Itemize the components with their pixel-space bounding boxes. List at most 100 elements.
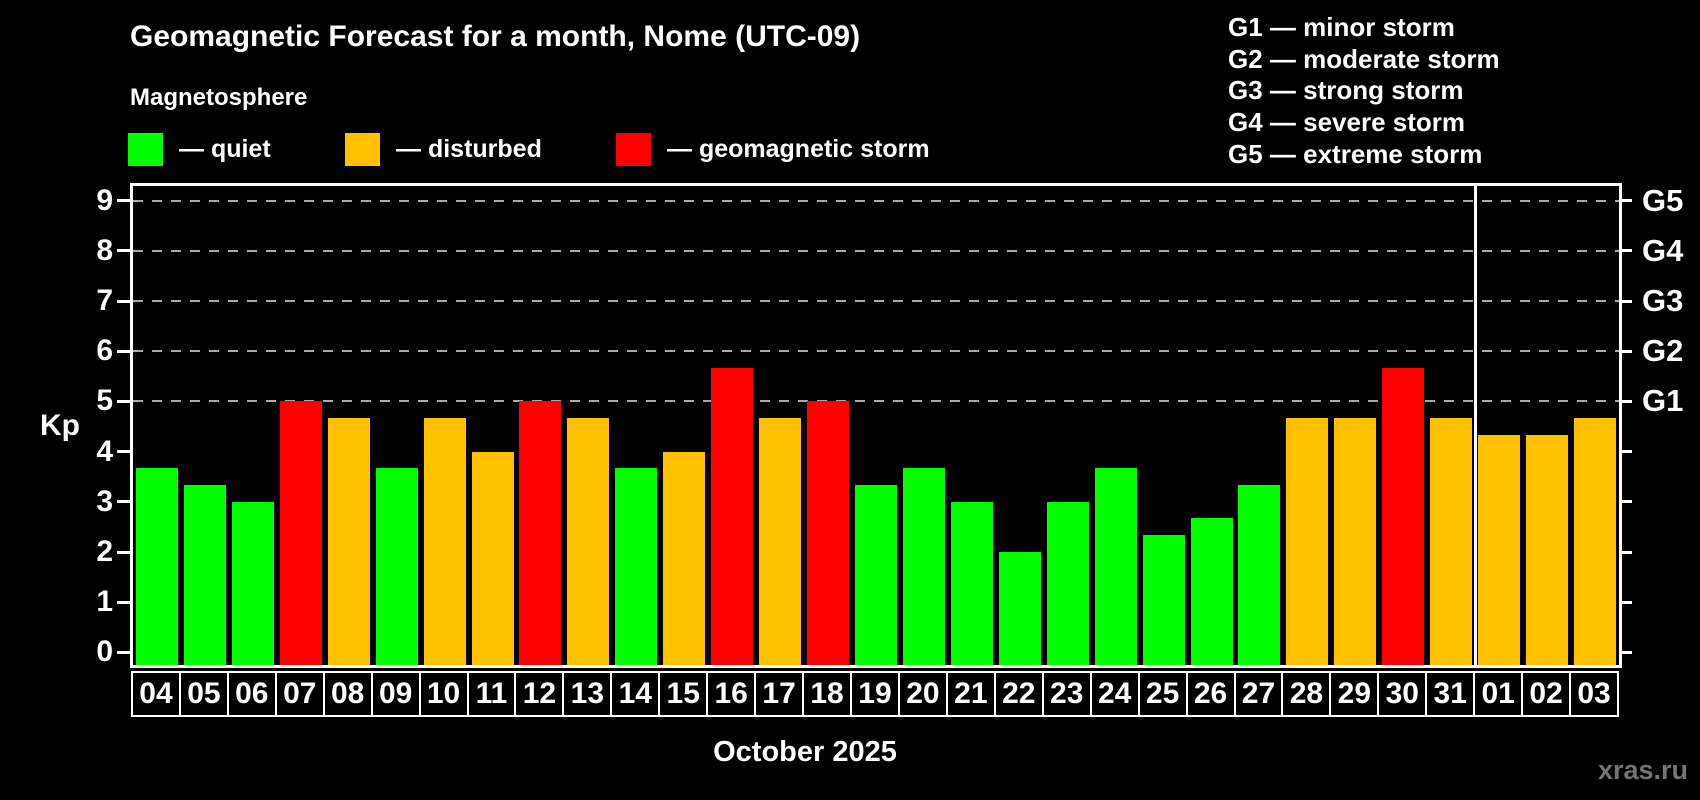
y-axis-label-1: 1 [96, 585, 113, 619]
y-axis-tick-left-6 [117, 349, 130, 353]
y-axis-label-4: 4 [96, 434, 113, 468]
day-label-24: 24 [1089, 671, 1140, 717]
day-label-12: 12 [514, 671, 565, 717]
bar-day-06 [231, 501, 274, 665]
day-label-22: 22 [993, 671, 1044, 717]
bar-day-01 [1478, 435, 1521, 665]
y-axis-tick-left-9 [117, 199, 130, 203]
y-axis-tick-right-5 [1619, 399, 1632, 403]
gridline-kp-9 [133, 199, 1619, 202]
bar-day-21 [950, 501, 993, 665]
bar-day-14 [615, 468, 658, 665]
day-label-04: 04 [131, 671, 181, 717]
x-axis-title: October 2025 [713, 736, 897, 768]
bar-day-10 [423, 417, 466, 665]
y-axis-tick-right-2 [1619, 550, 1632, 554]
right-axis-label-G2: G2 [1642, 333, 1684, 369]
day-label-27: 27 [1233, 671, 1284, 717]
y-axis-label-5: 5 [96, 384, 113, 418]
right-axis-label-G1: G1 [1642, 383, 1684, 419]
y-axis-label-3: 3 [96, 484, 113, 518]
disturbed-color-swatch [345, 133, 380, 166]
bar-day-03 [1574, 417, 1617, 665]
y-axis-tick-left-4 [117, 450, 130, 454]
y-axis-tick-right-0 [1619, 650, 1632, 654]
day-label-08: 08 [322, 671, 373, 717]
day-label-01: 01 [1473, 671, 1524, 717]
day-label-16: 16 [706, 671, 757, 717]
y-axis-tick-right-6 [1619, 349, 1632, 353]
gridline-kp-7 [133, 300, 1619, 302]
day-label-28: 28 [1281, 671, 1332, 717]
y-axis-label-6: 6 [96, 334, 113, 368]
chart-title: Geomagnetic Forecast for a month, Nome (… [130, 20, 861, 53]
bar-day-28 [1286, 417, 1329, 665]
bar-day-05 [183, 485, 226, 665]
bar-day-19 [855, 485, 897, 665]
legend-item-disturbed: — disturbed [345, 132, 542, 167]
day-label-23: 23 [1041, 671, 1092, 717]
y-axis-tick-left-3 [117, 500, 130, 504]
y-axis-label-9: 9 [96, 183, 113, 217]
bar-day-26 [1190, 518, 1233, 665]
day-label-25: 25 [1137, 671, 1188, 717]
bar-day-09 [375, 468, 418, 665]
bar-day-29 [1334, 417, 1377, 665]
bar-day-12 [519, 401, 562, 665]
day-label-29: 29 [1329, 671, 1380, 717]
y-axis-label-0: 0 [96, 635, 113, 669]
day-label-09: 09 [370, 671, 421, 717]
y-axis-tick-left-8 [117, 249, 130, 253]
y-axis-tick-right-4 [1619, 450, 1632, 454]
magnetosphere-label: Magnetosphere [130, 84, 308, 111]
bar-day-24 [1094, 468, 1137, 665]
day-label-18: 18 [802, 671, 853, 717]
y-axis-tick-left-2 [117, 550, 130, 554]
y-axis-tick-right-3 [1619, 500, 1632, 504]
right-axis-label-G4: G4 [1642, 232, 1684, 268]
bar-day-31 [1430, 417, 1473, 665]
bar-day-11 [471, 451, 514, 665]
bar-day-13 [567, 417, 610, 665]
g-legend-line-2: G2 — moderate storm [1228, 43, 1500, 74]
bar-day-15 [663, 451, 706, 665]
day-label-13: 13 [562, 671, 613, 717]
right-axis-label-G5: G5 [1642, 182, 1684, 218]
legend-label-storm: — geomagnetic storm [667, 135, 930, 163]
bar-day-02 [1526, 435, 1569, 665]
bar-day-20 [902, 468, 945, 665]
legend-item-quiet: — quiet [128, 132, 271, 167]
month-separator-line [1473, 186, 1477, 665]
y-axis-label-7: 7 [96, 284, 113, 317]
day-label-20: 20 [897, 671, 948, 717]
day-label-15: 15 [658, 671, 709, 717]
day-label-03: 03 [1569, 671, 1619, 717]
bar-day-08 [327, 417, 370, 665]
g-scale-legend: G1 — minor storm G2 — moderate storm G3 — … [1228, 12, 1500, 171]
g-legend-line-1: G1 — minor storm [1228, 12, 1455, 42]
quiet-color-swatch [128, 133, 163, 166]
y-axis-tick-right-1 [1619, 600, 1632, 604]
gridline-kp-6 [133, 350, 1619, 353]
y-axis-tick-right-8 [1619, 249, 1632, 253]
storm-color-swatch [616, 133, 651, 166]
g-legend-line-3: G3 — strong storm [1228, 75, 1464, 106]
day-label-10: 10 [418, 671, 469, 717]
day-label-21: 21 [945, 671, 996, 717]
bar-day-04 [135, 468, 178, 665]
gridline-kp-5 [133, 400, 1619, 403]
day-label-07: 07 [274, 671, 325, 717]
day-label-05: 05 [178, 671, 229, 717]
y-axis-tick-left-5 [117, 399, 130, 403]
bar-day-18 [807, 401, 850, 665]
bar-day-27 [1238, 485, 1281, 665]
legend-label-quiet: — quiet [179, 135, 271, 163]
day-label-11: 11 [466, 671, 517, 717]
bar-day-30 [1382, 367, 1425, 665]
y-axis-tick-left-0 [117, 650, 130, 654]
day-label-17: 17 [754, 671, 805, 717]
bar-day-16 [711, 367, 754, 665]
day-label-02: 02 [1521, 671, 1572, 717]
day-label-19: 19 [850, 671, 900, 717]
